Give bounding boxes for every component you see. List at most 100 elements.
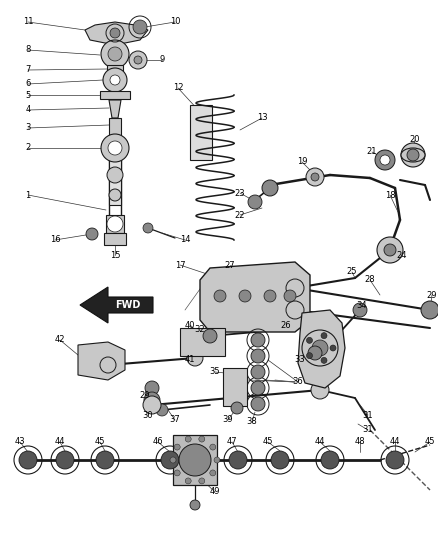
Text: 23: 23 (235, 189, 245, 198)
Circle shape (199, 478, 205, 484)
Circle shape (321, 333, 327, 338)
Text: 11: 11 (23, 18, 33, 27)
Text: 33: 33 (295, 356, 305, 365)
Text: 29: 29 (427, 290, 437, 300)
Circle shape (271, 451, 289, 469)
Polygon shape (85, 22, 148, 44)
Circle shape (251, 381, 265, 395)
Circle shape (96, 451, 114, 469)
Circle shape (251, 365, 265, 379)
Text: 2: 2 (25, 143, 31, 152)
Circle shape (156, 404, 168, 416)
Text: 1: 1 (25, 190, 31, 199)
Text: 39: 39 (223, 416, 233, 424)
Bar (190, 105, 212, 160)
Text: 41: 41 (185, 356, 195, 365)
Circle shape (214, 457, 220, 463)
Circle shape (286, 301, 304, 319)
Text: 27: 27 (225, 261, 235, 270)
Circle shape (101, 134, 129, 162)
Circle shape (144, 392, 160, 408)
Circle shape (330, 345, 336, 351)
Text: 31: 31 (363, 425, 373, 434)
Circle shape (100, 357, 116, 373)
Circle shape (264, 290, 276, 302)
Text: 42: 42 (55, 335, 65, 344)
Text: 45: 45 (95, 438, 105, 447)
Text: 22: 22 (235, 211, 245, 220)
Bar (173, 435, 217, 485)
Circle shape (284, 290, 296, 302)
Bar (104, 233, 126, 245)
Text: 15: 15 (110, 251, 120, 260)
Text: 36: 36 (293, 377, 304, 386)
Circle shape (407, 149, 419, 161)
Text: 20: 20 (410, 135, 420, 144)
Bar (223, 368, 247, 406)
Circle shape (170, 457, 176, 463)
Circle shape (214, 290, 226, 302)
Circle shape (199, 436, 205, 442)
Circle shape (231, 402, 243, 414)
Circle shape (262, 180, 278, 196)
Circle shape (86, 228, 98, 240)
Text: 47: 47 (227, 438, 237, 447)
Circle shape (185, 478, 191, 484)
Circle shape (174, 470, 180, 476)
Text: 5: 5 (25, 91, 31, 100)
Text: 49: 49 (210, 488, 220, 497)
Text: 44: 44 (315, 438, 325, 447)
Text: 46: 46 (153, 438, 163, 447)
Circle shape (248, 195, 262, 209)
Circle shape (307, 337, 312, 343)
Text: 9: 9 (159, 55, 165, 64)
Circle shape (203, 329, 217, 343)
Circle shape (353, 303, 367, 317)
Circle shape (311, 381, 329, 399)
Text: 29: 29 (140, 391, 150, 400)
Circle shape (401, 143, 425, 167)
Text: 35: 35 (210, 367, 220, 376)
Bar (180, 328, 225, 356)
Text: 3: 3 (25, 124, 31, 133)
Text: 16: 16 (49, 236, 60, 245)
Circle shape (108, 141, 122, 155)
Circle shape (161, 451, 179, 469)
Circle shape (321, 357, 327, 364)
Circle shape (251, 349, 265, 363)
Circle shape (179, 444, 211, 476)
Polygon shape (298, 310, 345, 388)
Circle shape (307, 353, 312, 359)
Text: 6: 6 (25, 79, 31, 88)
Circle shape (110, 28, 120, 38)
Circle shape (101, 40, 129, 68)
Text: FWD: FWD (115, 300, 141, 310)
Circle shape (311, 173, 319, 181)
Text: 10: 10 (170, 18, 180, 27)
Text: 31: 31 (363, 410, 373, 419)
Text: 45: 45 (425, 438, 435, 447)
Circle shape (312, 340, 328, 356)
Polygon shape (200, 262, 310, 332)
Text: 44: 44 (55, 438, 65, 447)
Circle shape (187, 350, 203, 366)
Polygon shape (78, 342, 125, 380)
Ellipse shape (401, 148, 425, 162)
Text: 40: 40 (185, 320, 195, 329)
Text: 17: 17 (175, 261, 185, 270)
Circle shape (306, 168, 324, 186)
Circle shape (143, 396, 161, 414)
Text: 7: 7 (25, 66, 31, 75)
Text: 18: 18 (385, 190, 396, 199)
Circle shape (251, 333, 265, 347)
Circle shape (377, 237, 403, 263)
Circle shape (384, 244, 396, 256)
Text: 24: 24 (397, 251, 407, 260)
Bar (107, 65, 123, 75)
Circle shape (308, 346, 322, 360)
Circle shape (251, 397, 265, 411)
Text: 12: 12 (173, 84, 183, 93)
Text: 45: 45 (263, 438, 273, 447)
Text: 34: 34 (357, 301, 367, 310)
Circle shape (133, 20, 147, 34)
